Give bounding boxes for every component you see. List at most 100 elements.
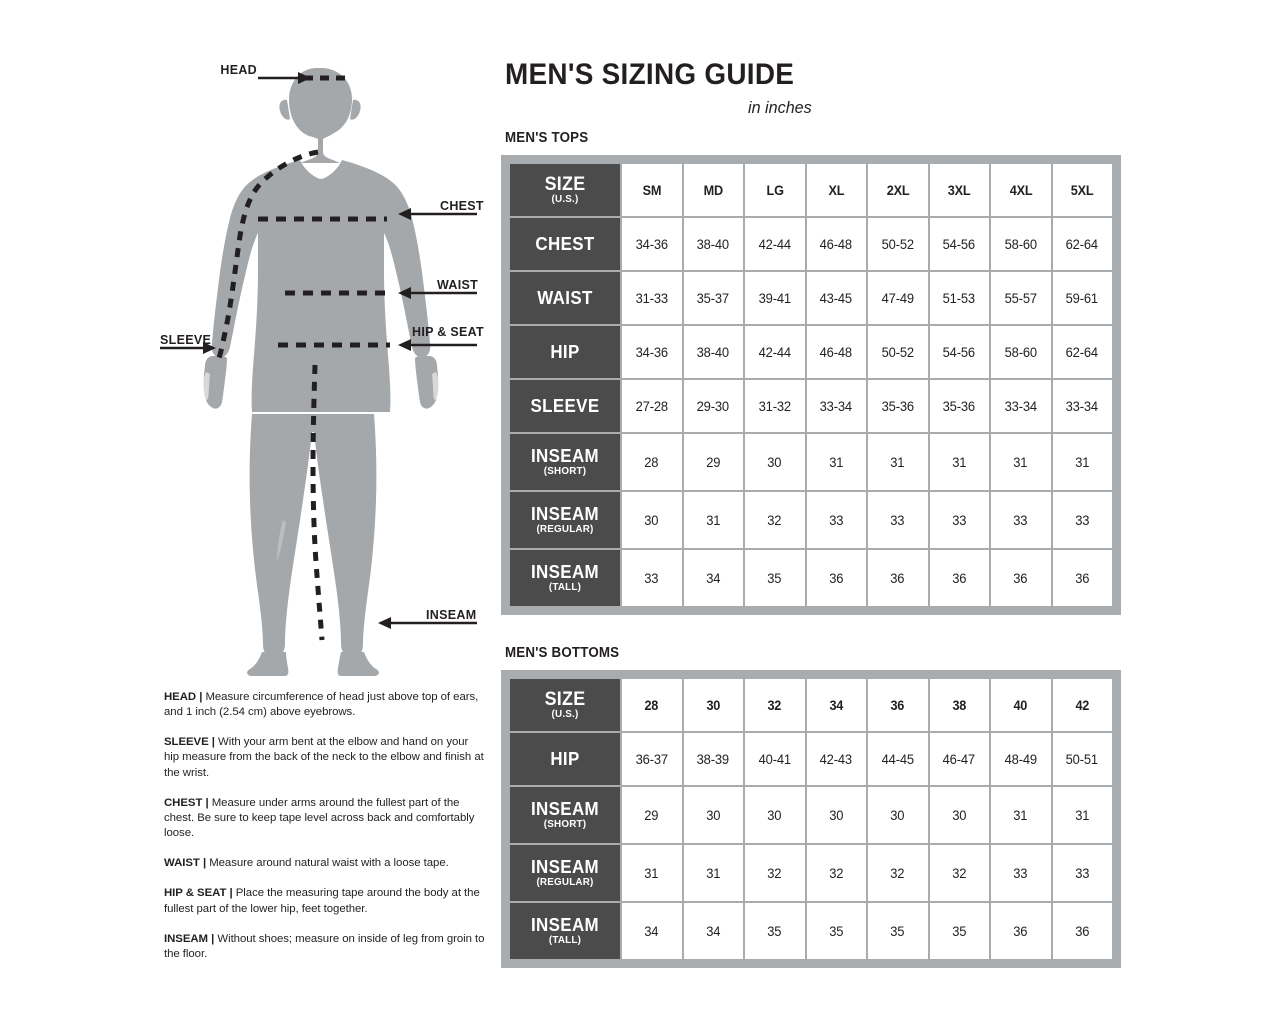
- column-header-label: 30: [706, 697, 721, 713]
- column-header-label: 40: [1013, 697, 1028, 713]
- tops-cell: 34: [683, 550, 743, 606]
- measurement-value: 50-52: [881, 344, 914, 360]
- measurement-value: 50-51: [1066, 751, 1099, 767]
- tops-column-header: 4XL: [991, 164, 1051, 216]
- column-header-label: 32: [767, 697, 782, 713]
- instruction-item: INSEAM | Without shoes; measure on insid…: [164, 932, 485, 960]
- tops-cell: 58-60: [991, 326, 1051, 378]
- tops-cell: 46-48: [806, 326, 866, 378]
- measurement-value: 30: [706, 807, 721, 823]
- bottoms-cell: 33: [991, 845, 1051, 901]
- measurement-value: 31: [644, 865, 659, 881]
- mens-bottoms-table-frame: SIZE (U.S.) 28 30 32 34 36 38 40 42 HIP 36-37 38-39 4…: [501, 670, 1121, 968]
- diagram-label-sleeve: SLEEVE: [160, 333, 211, 347]
- bottoms-column-header: 30: [683, 679, 743, 731]
- bottoms-column-header: 38: [929, 679, 989, 731]
- row-header-label: HIP: [550, 341, 580, 362]
- bottoms-cell: 31: [991, 787, 1051, 843]
- measurement-value: 35: [767, 923, 782, 939]
- bottoms-column-header: 28: [622, 679, 682, 731]
- measurement-value: 34: [706, 923, 721, 939]
- tops-cell: 42-44: [745, 218, 805, 270]
- measurement-value: 30: [767, 454, 782, 470]
- size-label: SIZE: [544, 688, 586, 710]
- bottoms-row: HIP 36-37 38-39 40-41 42-43 44-45 46-47 48-49 50…: [510, 733, 1112, 785]
- tops-cell: 33: [622, 550, 682, 606]
- tops-cell: 31: [991, 434, 1051, 490]
- instruction-item: SLEEVE | With your arm bent at the elbow…: [164, 736, 484, 779]
- tops-row: WAIST 31-33 35-37 39-41 43-45 47-49 51-53 55-57…: [510, 272, 1112, 324]
- tops-cell: 36: [991, 550, 1051, 606]
- bottoms-cell: 38-39: [683, 733, 743, 785]
- measurement-value: 42-44: [758, 344, 791, 360]
- measurement-value: 30: [952, 807, 967, 823]
- tops-cell: 30: [745, 434, 805, 490]
- tops-row: CHEST 34-36 38-40 42-44 46-48 50-52 54-56 58-60…: [510, 218, 1112, 270]
- diagram-label-hip-seat: HIP & SEAT: [412, 325, 484, 339]
- measurement-value: 32: [829, 865, 844, 881]
- instruction-term: CHEST: [164, 796, 203, 809]
- measurement-value: 51-53: [943, 290, 976, 306]
- measurement-value: 35-36: [943, 398, 976, 414]
- row-header-sublabel: (REGULAR): [536, 523, 594, 536]
- bottoms-cell: 31: [622, 845, 682, 901]
- size-label: SIZE: [544, 173, 586, 195]
- tops-cell: 31-33: [622, 272, 682, 324]
- column-header-label: SM: [642, 182, 662, 198]
- instruction-term: HIP & SEAT: [164, 887, 227, 900]
- measurement-value: 39-41: [758, 290, 791, 306]
- tops-cell: 33-34: [806, 380, 866, 432]
- column-header-label: 36: [890, 697, 905, 713]
- row-header-label: INSEAM: [530, 914, 600, 935]
- measurement-value: 30: [644, 512, 659, 528]
- bottoms-cell: 30: [929, 787, 989, 843]
- tops-cell: 32: [745, 492, 805, 548]
- measurement-value: 33: [952, 512, 967, 528]
- column-header-label: 4XL: [1009, 182, 1033, 198]
- tops-cell: 33-34: [991, 380, 1051, 432]
- tops-cell: 62-64: [1052, 326, 1112, 378]
- row-header-sublabel: (TALL): [548, 581, 582, 594]
- tops-corner-cell: SIZE (U.S.): [510, 164, 620, 216]
- bottoms-cell: 46-47: [929, 733, 989, 785]
- size-unit-label: (U.S.): [551, 192, 579, 205]
- measurement-value: 47-49: [881, 290, 914, 306]
- sizing-tables-pane: MEN'S SIZING GUIDE in inches MEN'S TOPS …: [498, 0, 1280, 1024]
- column-header-label: XL: [828, 182, 845, 198]
- section-header-tops: MEN'S TOPS: [505, 130, 589, 146]
- tops-row: INSEAM (SHORT) 28 29 30 31 31 31 31 31: [510, 434, 1112, 490]
- tops-cell: 28: [622, 434, 682, 490]
- measurement-value: 34: [644, 923, 659, 939]
- bottoms-cell: 30: [745, 787, 805, 843]
- bottoms-cell: 42-43: [806, 733, 866, 785]
- tops-cell: 39-41: [745, 272, 805, 324]
- column-header-label: 2XL: [886, 182, 910, 198]
- inseam-measure-line: [310, 364, 325, 641]
- tops-cell: 36: [868, 550, 928, 606]
- tops-cell: 38-40: [683, 218, 743, 270]
- tops-cell: 62-64: [1052, 218, 1112, 270]
- row-header-sublabel: (SHORT): [543, 818, 587, 831]
- mens-bottoms-table: SIZE (U.S.) 28 30 32 34 36 38 40 42 HIP 36-37 38-39 4…: [508, 677, 1114, 961]
- tops-column-header: 5XL: [1052, 164, 1112, 216]
- bottoms-cell: 30: [683, 787, 743, 843]
- instruction-term: HEAD: [164, 691, 197, 703]
- tops-cell: 33: [929, 492, 989, 548]
- tops-column-header: 3XL: [929, 164, 989, 216]
- tops-row: SLEEVE 27-28 29-30 31-32 33-34 35-36 35-36 33-3…: [510, 380, 1112, 432]
- tops-cell: 31: [929, 434, 989, 490]
- measurement-value: 36: [1013, 570, 1028, 586]
- column-header-label: MD: [703, 182, 724, 198]
- tops-row-header: INSEAM (TALL): [510, 550, 620, 606]
- bottoms-cell: 32: [868, 845, 928, 901]
- instruction-term: INSEAM: [164, 932, 209, 945]
- bottoms-cell: 29: [622, 787, 682, 843]
- tops-cell: 31: [1052, 434, 1112, 490]
- row-header-label: INSEAM: [530, 798, 600, 819]
- measurement-value: 59-61: [1066, 290, 1099, 306]
- bottoms-row-header: INSEAM (SHORT): [510, 787, 620, 843]
- tops-cell: 31: [683, 492, 743, 548]
- bottoms-cell: 48-49: [991, 733, 1051, 785]
- row-header-label: INSEAM: [530, 503, 600, 524]
